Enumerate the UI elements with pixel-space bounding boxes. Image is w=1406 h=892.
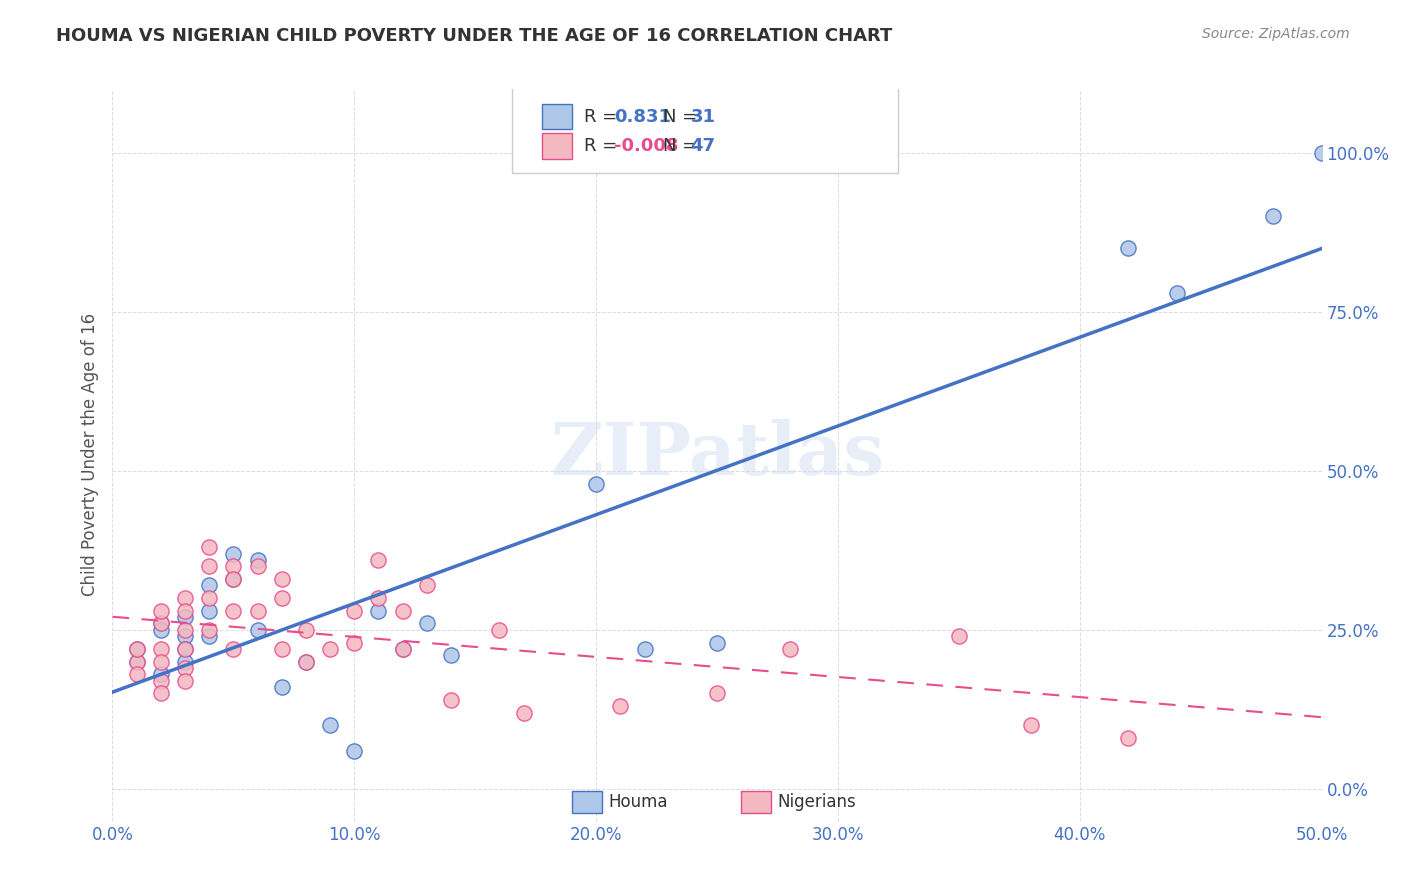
Point (391, 604, 413, 618)
Point (270, 572, 292, 586)
Point (295, 655, 318, 669)
Point (174, 591, 197, 605)
Point (149, 616, 172, 631)
Point (270, 680, 292, 694)
Point (1021, 718, 1043, 732)
Point (416, 578, 439, 592)
Point (174, 629, 197, 643)
Point (149, 616, 172, 631)
Y-axis label: Child Poverty Under the Age of 16: Child Poverty Under the Age of 16 (80, 313, 98, 597)
Point (706, 686, 728, 700)
Point (295, 623, 318, 637)
Text: Source: ZipAtlas.com: Source: ZipAtlas.com (1202, 27, 1350, 41)
Text: -0.008: -0.008 (614, 137, 679, 155)
Point (367, 591, 389, 605)
Point (149, 623, 172, 637)
Point (174, 673, 197, 688)
Text: HOUMA VS NIGERIAN CHILD POVERTY UNDER THE AGE OF 16 CORRELATION CHART: HOUMA VS NIGERIAN CHILD POVERTY UNDER TH… (56, 27, 893, 45)
Point (391, 641, 413, 656)
Point (174, 661, 197, 675)
Point (222, 559, 245, 574)
FancyBboxPatch shape (741, 791, 772, 814)
Point (222, 604, 245, 618)
Point (174, 641, 197, 656)
Point (343, 604, 366, 618)
Point (706, 635, 728, 649)
Text: ZIPatlas: ZIPatlas (550, 419, 884, 491)
Point (343, 635, 366, 649)
Point (198, 604, 221, 618)
Text: N =: N = (662, 137, 697, 155)
Text: R =: R = (583, 137, 617, 155)
Point (149, 641, 172, 656)
Text: Nigerians: Nigerians (778, 793, 856, 812)
Point (198, 623, 221, 637)
Point (125, 641, 148, 656)
Point (222, 641, 245, 656)
Point (270, 641, 292, 656)
Point (222, 547, 245, 561)
Point (125, 655, 148, 669)
Text: R =: R = (583, 108, 617, 126)
Point (319, 718, 342, 732)
Point (198, 629, 221, 643)
Point (222, 572, 245, 586)
Point (416, 616, 439, 631)
Text: Houma: Houma (609, 793, 668, 812)
Point (125, 655, 148, 669)
Point (246, 623, 269, 637)
Point (246, 553, 269, 567)
Point (246, 559, 269, 574)
Point (174, 641, 197, 656)
Point (198, 540, 221, 554)
FancyBboxPatch shape (512, 86, 898, 173)
Point (149, 655, 172, 669)
Point (125, 667, 148, 681)
Point (1166, 285, 1188, 300)
Point (609, 699, 631, 714)
Point (198, 578, 221, 592)
Point (1116, 731, 1139, 745)
Point (1116, 241, 1139, 255)
Text: 31: 31 (690, 108, 716, 126)
Point (295, 655, 318, 669)
Point (270, 591, 292, 605)
Point (633, 641, 655, 656)
FancyBboxPatch shape (541, 133, 572, 159)
Point (367, 553, 389, 567)
Point (488, 623, 510, 637)
Point (174, 623, 197, 637)
Point (198, 591, 221, 605)
Point (149, 673, 172, 688)
Point (198, 559, 221, 574)
Point (174, 655, 197, 669)
Point (367, 604, 389, 618)
Point (149, 686, 172, 700)
FancyBboxPatch shape (541, 103, 572, 129)
Point (149, 604, 172, 618)
Point (948, 629, 970, 643)
Point (222, 572, 245, 586)
Point (1263, 210, 1285, 224)
Point (512, 706, 534, 720)
Point (174, 610, 197, 624)
Point (246, 604, 269, 618)
Text: 47: 47 (690, 137, 716, 155)
Point (440, 693, 463, 707)
Point (391, 641, 413, 656)
Point (125, 641, 148, 656)
Text: N =: N = (662, 108, 697, 126)
Point (585, 476, 607, 491)
Point (174, 604, 197, 618)
FancyBboxPatch shape (572, 791, 602, 814)
Point (1310, 145, 1333, 160)
Point (343, 744, 366, 758)
Point (319, 641, 342, 656)
Point (779, 641, 801, 656)
Point (440, 648, 463, 663)
Point (149, 667, 172, 681)
Text: 0.831: 0.831 (614, 108, 671, 126)
